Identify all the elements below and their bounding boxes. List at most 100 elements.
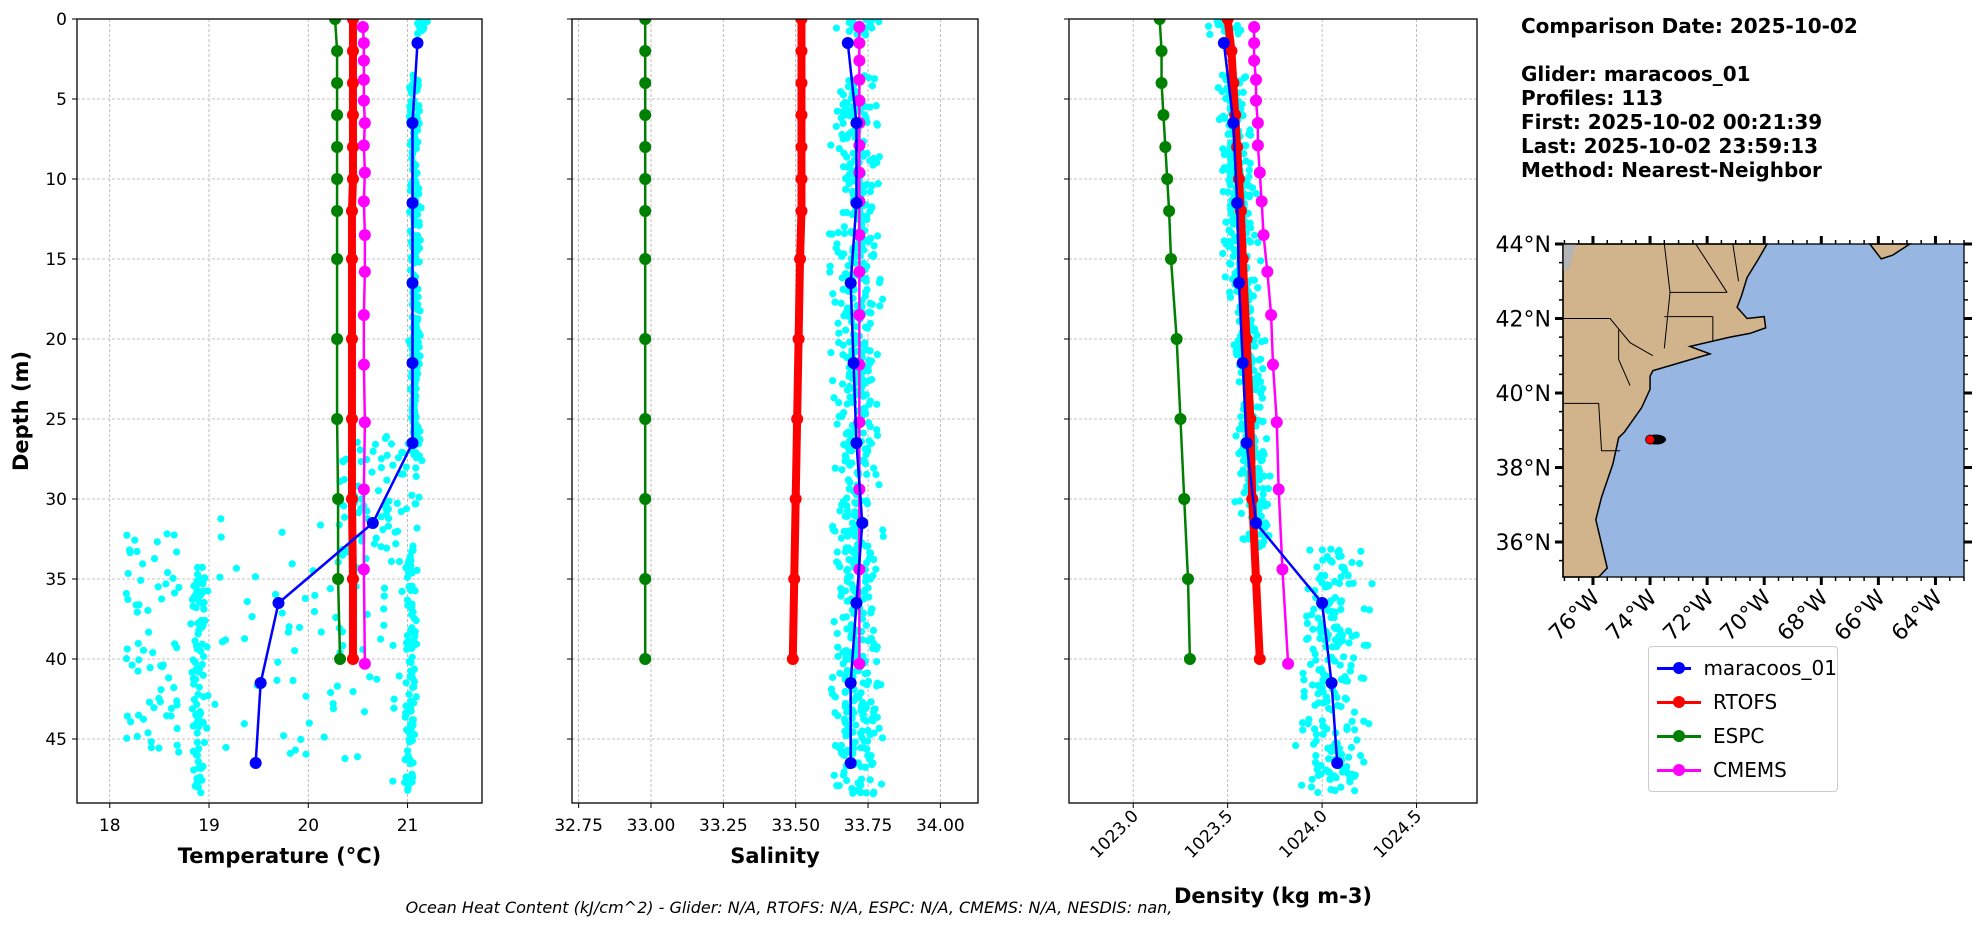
raw-point: [1227, 209, 1235, 218]
raw-point: [1264, 484, 1272, 493]
data-point: [346, 19, 359, 25]
raw-point: [1318, 717, 1326, 725]
lat-tick-label: 44°N: [1496, 233, 1551, 258]
raw-point: [173, 724, 181, 733]
raw-point: [196, 709, 204, 718]
data-point: [639, 45, 652, 57]
data-point: [795, 141, 808, 153]
raw-point: [280, 732, 288, 740]
raw-point: [868, 181, 876, 190]
raw-point: [194, 758, 202, 766]
series-espc: [329, 19, 347, 665]
raw-point: [153, 538, 161, 546]
raw-point: [846, 572, 854, 580]
raw-point: [1239, 457, 1248, 465]
raw-point: [831, 709, 839, 717]
y-tick-label: 0: [56, 10, 67, 30]
raw-point: [198, 660, 206, 669]
data-point: [346, 141, 359, 153]
raw-point: [1343, 762, 1351, 771]
data-point: [406, 437, 419, 449]
raw-point: [1312, 737, 1320, 745]
axes-frame: [76, 18, 483, 804]
raw-point: [1258, 417, 1266, 426]
raw-point: [404, 786, 412, 794]
raw-point: [844, 476, 852, 484]
data-point: [1250, 94, 1262, 107]
raw-point: [1238, 100, 1246, 108]
raw-point: [834, 229, 842, 237]
comparison-date: Comparison Date: 2025-10-02: [1521, 14, 1858, 38]
raw-point: [380, 592, 388, 600]
raw-point: [838, 466, 846, 474]
data-point: [639, 77, 652, 89]
raw-point: [407, 697, 415, 705]
raw-point: [1258, 394, 1267, 402]
raw-point: [870, 464, 878, 472]
raw-point: [870, 729, 878, 737]
raw-point: [848, 210, 857, 219]
raw-point: [869, 626, 878, 635]
raw-point: [870, 75, 879, 83]
raw-point: [278, 609, 286, 617]
raw-point: [402, 679, 410, 687]
raw-point: [198, 640, 206, 648]
data-point: [786, 653, 799, 665]
data-point: [853, 139, 866, 152]
raw-point: [869, 708, 878, 716]
raw-point: [862, 19, 870, 24]
raw-point: [240, 720, 248, 728]
raw-point: [834, 319, 842, 327]
raw-point: [862, 345, 871, 354]
raw-point: [144, 606, 152, 615]
raw-point: [870, 242, 878, 250]
raw-point: [169, 574, 177, 582]
raw-point: [410, 641, 418, 649]
data-point: [254, 677, 267, 689]
raw-point: [831, 693, 840, 701]
raw-point: [286, 749, 294, 757]
data-point: [358, 265, 371, 278]
data-point: [795, 45, 808, 57]
data-point: [1227, 117, 1240, 129]
raw-point: [175, 583, 183, 592]
lon-tick-label: 64°W: [1887, 585, 1948, 646]
raw-point: [195, 668, 203, 676]
raw-point: [1258, 456, 1266, 464]
raw-point: [203, 724, 211, 732]
raw-point: [833, 629, 841, 638]
y-tick-label: 20: [45, 330, 67, 350]
raw-point: [833, 782, 841, 790]
data-point: [1178, 493, 1191, 505]
raw-point: [1232, 432, 1240, 440]
data-point: [1155, 77, 1168, 89]
raw-point: [123, 645, 131, 653]
raw-point: [857, 744, 865, 752]
raw-point: [834, 652, 842, 661]
raw-point: [873, 232, 882, 240]
raw-point: [835, 144, 843, 153]
raw-point: [863, 444, 871, 452]
raw-point: [195, 745, 203, 753]
raw-point: [1318, 546, 1326, 554]
raw-point: [873, 400, 881, 408]
state-border: [1563, 317, 1654, 357]
raw-point: [1353, 736, 1361, 744]
raw-point: [840, 408, 848, 417]
raw-point: [867, 439, 876, 447]
raw-point: [370, 540, 379, 548]
data-point: [639, 141, 652, 153]
raw-point: [413, 231, 422, 240]
raw-point: [1259, 365, 1267, 373]
raw-point: [829, 377, 837, 385]
raw-point: [826, 262, 834, 270]
data-point: [850, 597, 863, 609]
raw-point: [137, 576, 145, 584]
raw-point: [1250, 276, 1258, 284]
raw-point: [188, 705, 197, 713]
raw-point: [843, 566, 851, 575]
raw-point: [835, 329, 843, 337]
raw-point: [376, 635, 385, 643]
raw-point: [831, 527, 839, 535]
raw-point: [1261, 519, 1270, 527]
